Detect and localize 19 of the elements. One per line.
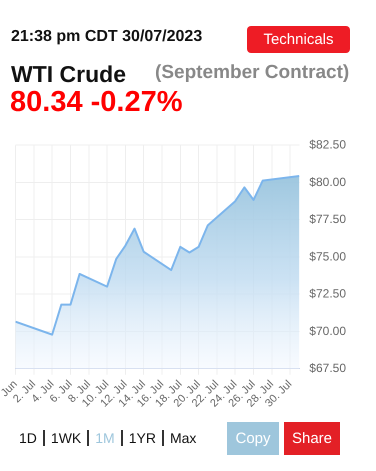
text: 1YR <box>120 430 162 446</box>
y-tick-label: $72.50 <box>309 286 346 301</box>
text: 80.34 -0.27% <box>10 86 183 119</box>
text: 1WK <box>42 430 88 446</box>
y-tick-label: $75.00 <box>309 249 346 264</box>
y-tick-label: $80.00 <box>309 174 346 189</box>
y-tick-label: $67.50 <box>309 361 346 376</box>
text: 21:38 pm CDT 30/07/2023 <box>11 28 202 46</box>
text: Technicals <box>247 26 350 53</box>
text: Share <box>284 422 340 455</box>
text: Max <box>162 430 202 446</box>
text: 1D <box>19 430 38 446</box>
chart-subtitle: (September Contract) <box>155 62 350 84</box>
y-tick-label: $77.50 <box>309 212 346 226</box>
text: 1M <box>87 430 121 446</box>
text: Copy <box>227 422 279 455</box>
y-tick-label: $70.00 <box>309 324 346 338</box>
chart-title: WTI Crude <box>11 61 126 88</box>
y-tick-label: $82.50 <box>309 138 346 152</box>
